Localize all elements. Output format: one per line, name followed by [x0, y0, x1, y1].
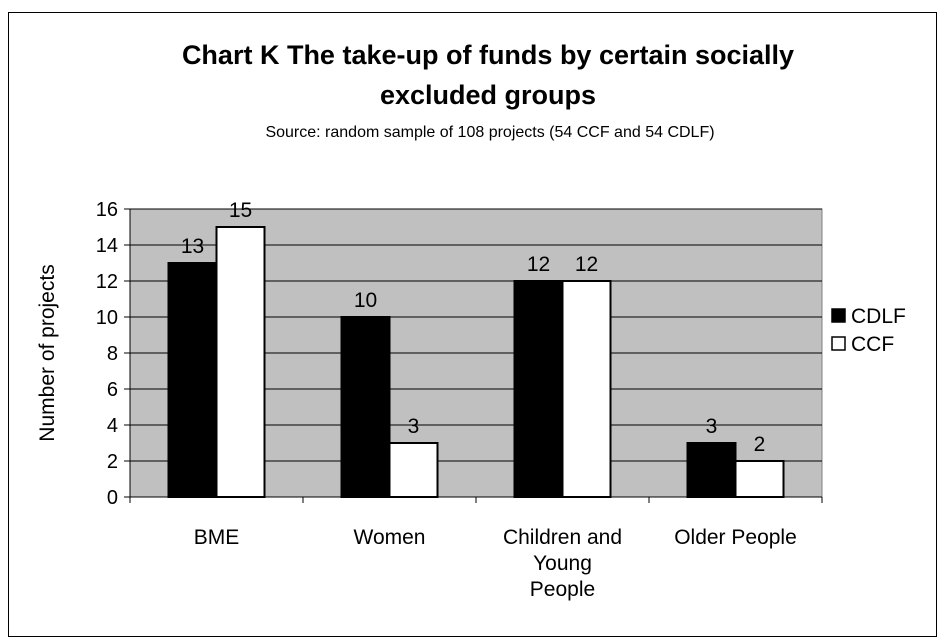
data-label-ccf-0: 15 [229, 199, 252, 222]
legend-label-cdlf: CDLF [851, 305, 906, 328]
bar-ccf-1 [388, 442, 439, 498]
bar-cdlf-1 [340, 316, 391, 498]
bar-ccf-3 [734, 460, 785, 498]
data-label-ccf-3: 2 [754, 433, 766, 456]
y-tick-label: 0 [107, 487, 118, 509]
y-tick-label: 10 [96, 307, 118, 329]
chart-title-line-2: excluded groups [380, 80, 596, 110]
y-tick-label: 4 [107, 415, 118, 437]
data-label-cdlf-0: 13 [181, 235, 204, 258]
bar-cdlf-0 [167, 262, 218, 498]
x-category-label: BME [194, 526, 240, 549]
legend-label-ccf: CCF [851, 333, 894, 356]
y-tick-label: 2 [107, 451, 118, 473]
legend-swatch-ccf [831, 336, 846, 351]
data-label-ccf-1: 3 [408, 415, 420, 438]
y-tick-label: 16 [96, 199, 118, 221]
data-label-cdlf-3: 3 [706, 415, 718, 438]
bar-cdlf-2 [513, 280, 564, 498]
legend: CDLF CCF [831, 305, 906, 356]
x-category-label: Women [354, 526, 426, 549]
bars [167, 226, 785, 498]
y-tick-label: 12 [96, 271, 118, 293]
bar-cdlf-3 [686, 442, 737, 498]
data-label-cdlf-1: 10 [354, 289, 377, 312]
legend-swatch-cdlf [831, 308, 846, 323]
x-category-labels: BME Women Children and Young People Older Peo… [194, 526, 797, 601]
y-tick-label: 8 [107, 343, 118, 365]
axes [124, 208, 823, 503]
y-axis-label: Number of projects [36, 264, 59, 441]
y-tick-label: 6 [107, 379, 118, 401]
chart-subtitle: Source: random sample of 108 projects (5… [265, 124, 714, 141]
x-category-label: Children and Young People [503, 526, 622, 601]
data-label-ccf-2: 12 [575, 253, 598, 276]
chart-title: Chart K The take-up of funds by certain … [182, 40, 794, 110]
data-label-cdlf-2: 12 [527, 253, 550, 276]
chart-title-line-1: Chart K The take-up of funds by certain … [182, 40, 794, 70]
y-tick-labels: 0 2 4 6 8 10 12 14 16 [96, 199, 118, 509]
y-tick-label: 14 [96, 235, 118, 257]
bar-ccf-2 [561, 280, 612, 498]
data-labels: 13 15 10 3 12 12 3 2 [181, 199, 766, 456]
bar-ccf-0 [215, 226, 266, 498]
x-category-label: Older People [674, 526, 797, 549]
